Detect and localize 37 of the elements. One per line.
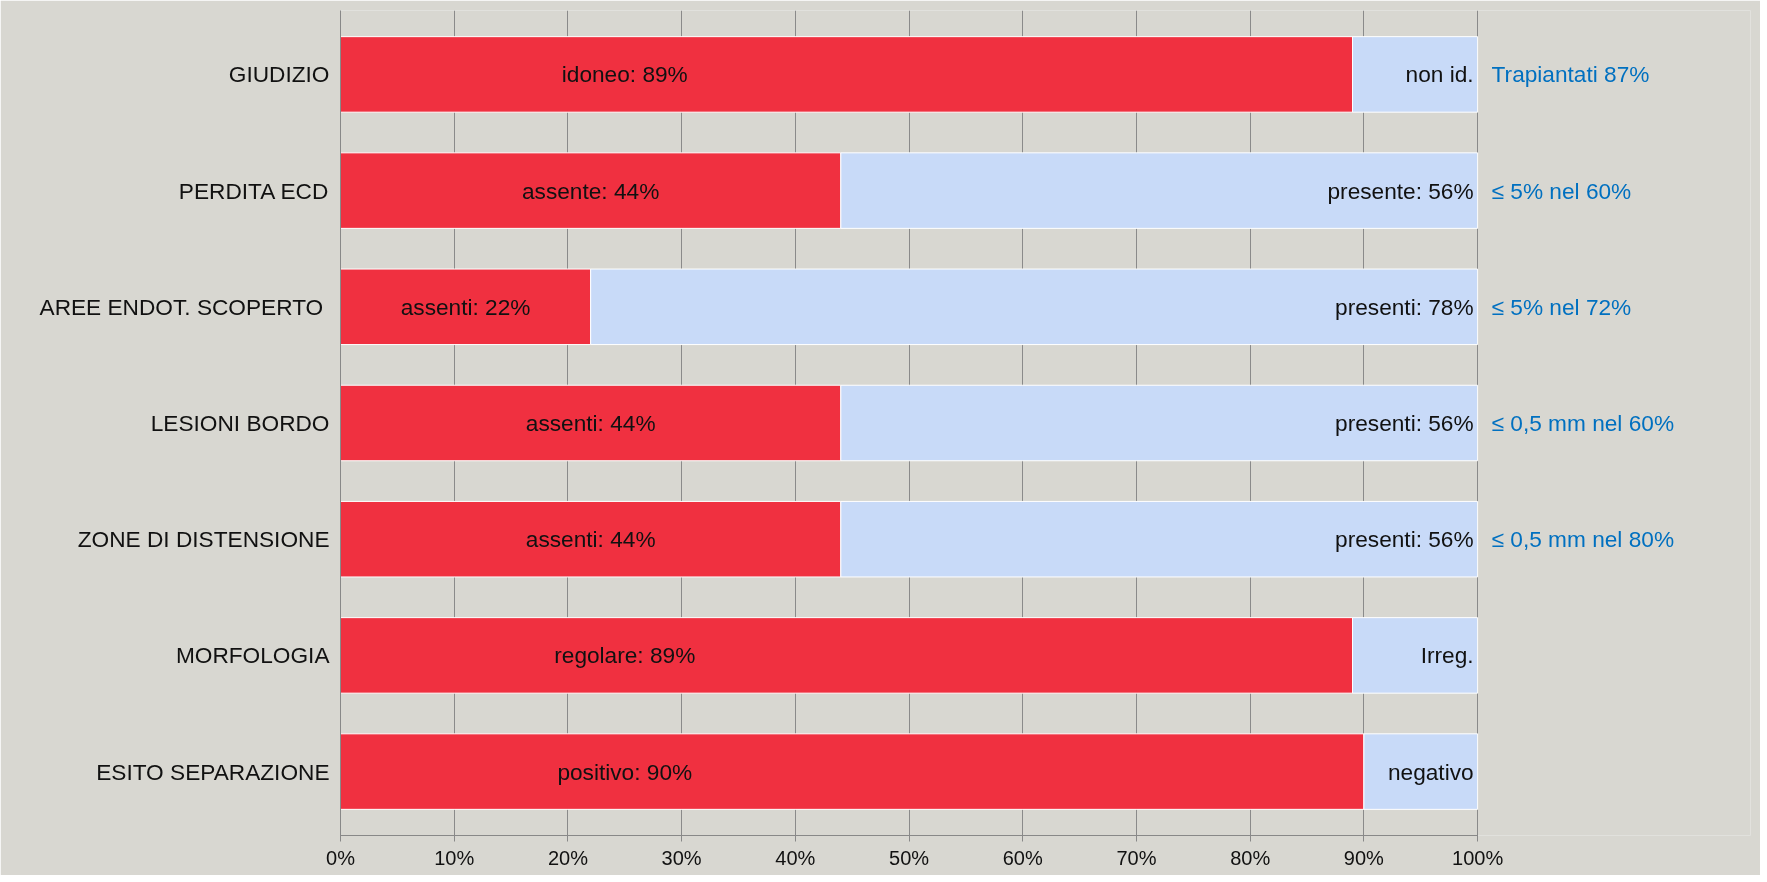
x-tick-label: 20% [547, 846, 589, 869]
text: ≤ 0,5 mm nel 60% [1491, 410, 1675, 436]
data-label: presenti: 56% [1335, 410, 1474, 436]
text: ≤ 5% nel 72% [1491, 293, 1632, 320]
x-tick-label: 30% [661, 846, 702, 869]
data-label: presenti: 78% [1335, 293, 1474, 320]
data-label: presenti: 56% [1335, 526, 1474, 553]
data-label: assenti: 44% [525, 410, 656, 436]
data-label: positivo: 90% [557, 758, 693, 785]
x-tick-label: 90% [1343, 846, 1385, 869]
x-tick-label: 40% [775, 846, 816, 869]
y-tick-label: PERDITA ECD [178, 177, 329, 204]
x-tick-label: 100% [1452, 846, 1504, 869]
text: ≤ 0,5 mm nel 80% [1491, 526, 1675, 553]
data-label: presente: 56% [1327, 177, 1474, 204]
y-tick-label: GIUDIZIO [228, 61, 330, 88]
text: ≤ 5% nel 60% [1491, 177, 1632, 204]
y-tick-label: MORFOLOGIA [175, 642, 331, 669]
data-label: Irreg. [1420, 642, 1474, 669]
x-tick-label: 0% [326, 846, 356, 869]
x-tick-label: 50% [889, 846, 930, 869]
y-tick-label: AREE ENDOT. SCOPERTO [39, 293, 324, 320]
data-label: assenti: 22% [400, 293, 531, 320]
y-tick-label: LESIONI BORDO [150, 410, 330, 436]
x-tick-label: 80% [1230, 846, 1271, 869]
data-label: regolare: 89% [554, 642, 696, 669]
x-tick-label: 10% [434, 846, 475, 869]
data-label: assente: 44% [522, 177, 660, 204]
y-tick-label: ZONE DI DISTENSIONE [77, 526, 330, 553]
data-label: non id. [1405, 61, 1474, 88]
y-tick-label: ESITO SEPARAZIONE [96, 758, 330, 785]
x-tick-label: 60% [1002, 846, 1043, 869]
x-tick-label: 70% [1116, 846, 1157, 869]
text: Trapiantati 87% [1491, 61, 1650, 88]
data-label: negativo [1387, 758, 1474, 785]
data-label: idoneo: 89% [561, 61, 688, 88]
data-label: assenti: 44% [525, 526, 656, 553]
